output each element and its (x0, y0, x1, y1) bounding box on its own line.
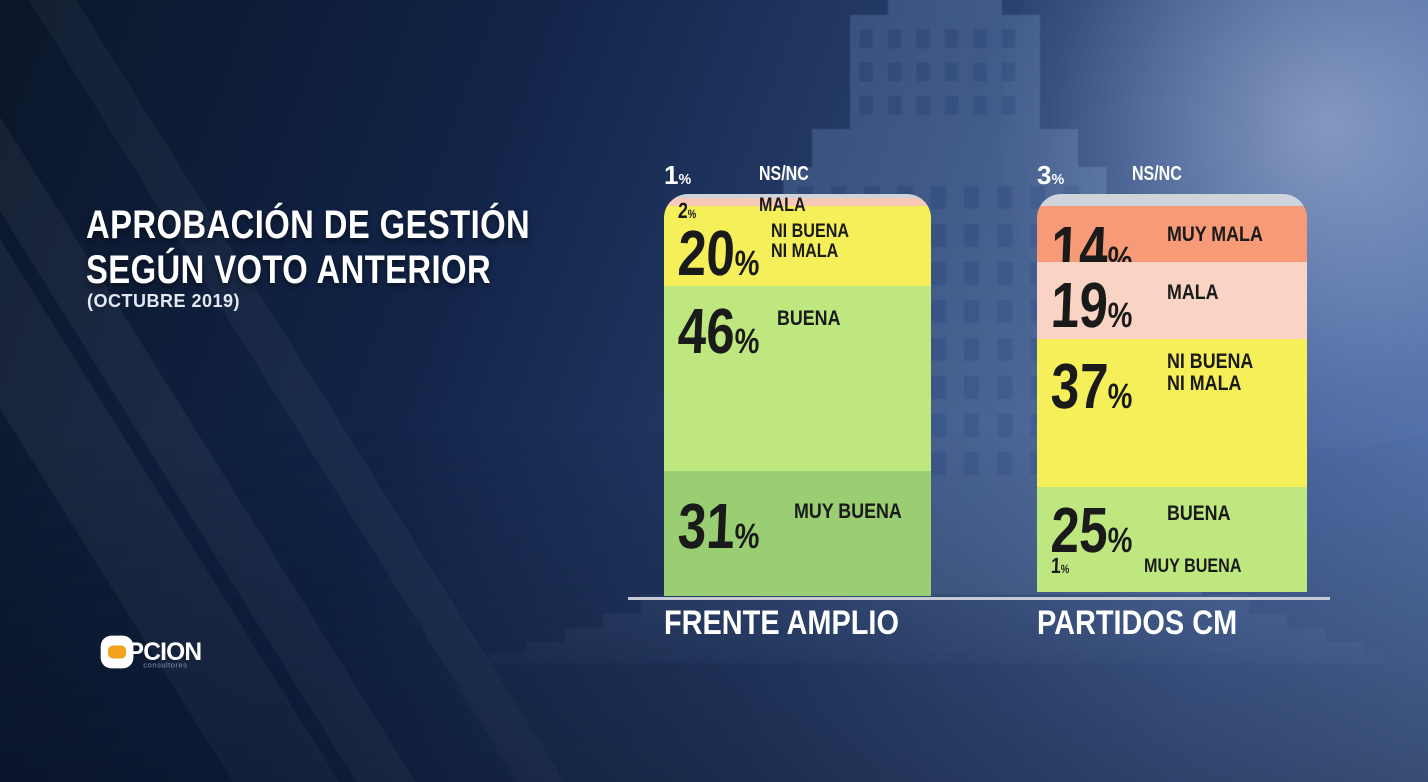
svg-text:consultores: consultores (143, 661, 187, 670)
